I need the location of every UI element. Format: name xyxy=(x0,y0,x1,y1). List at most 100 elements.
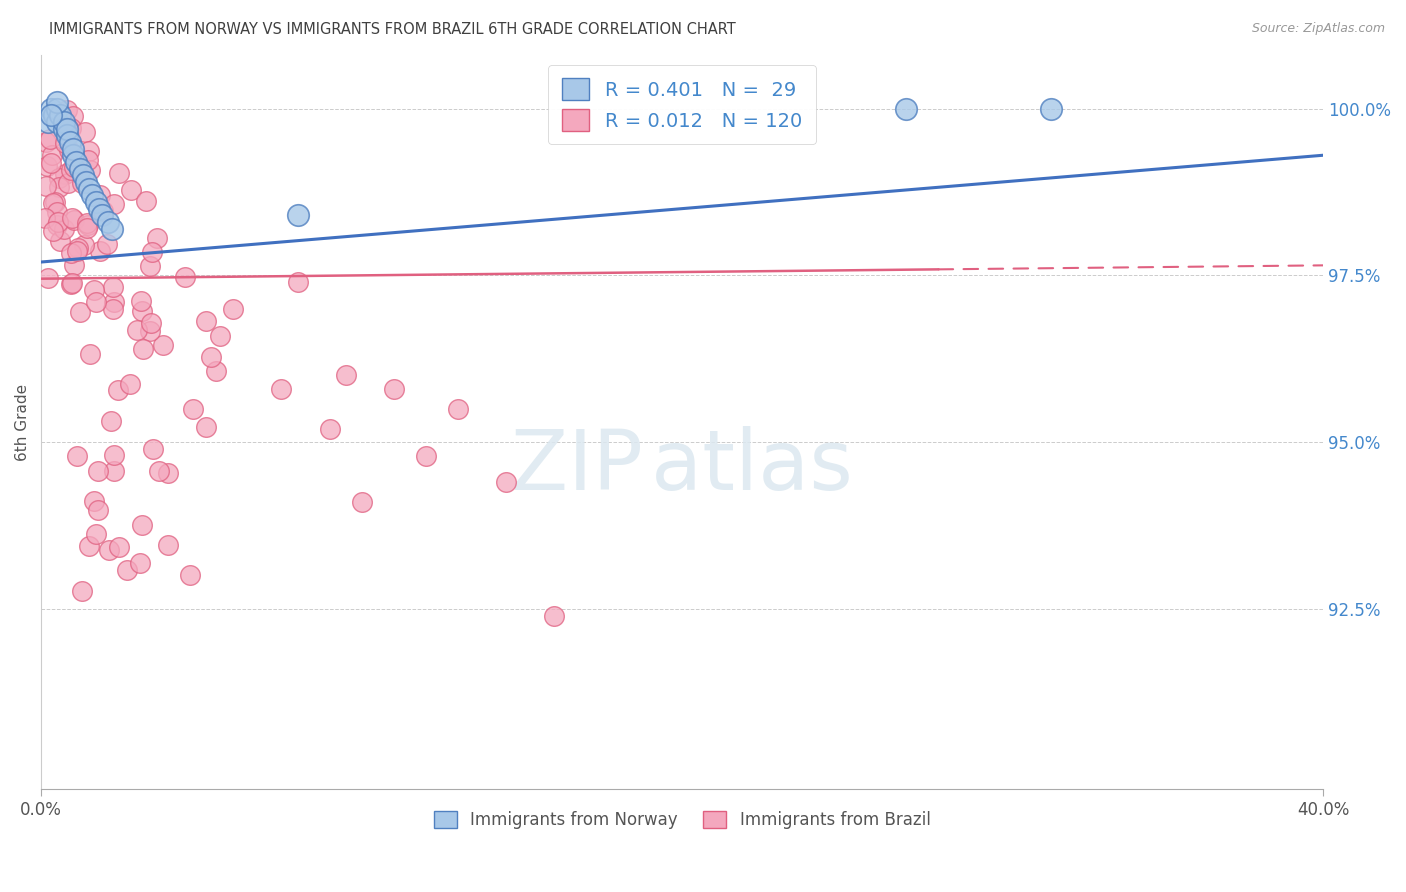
Point xyxy=(77,218,100,232)
Point xyxy=(39,132,62,146)
Point xyxy=(152,337,174,351)
Point xyxy=(101,302,124,317)
Point xyxy=(89,188,111,202)
Point xyxy=(103,197,125,211)
Point xyxy=(287,275,309,289)
Point xyxy=(35,135,58,149)
Point xyxy=(72,584,94,599)
Point xyxy=(1039,102,1062,116)
Point xyxy=(62,110,84,124)
Point xyxy=(37,270,59,285)
Point xyxy=(896,102,918,116)
Point xyxy=(97,215,120,229)
Point xyxy=(382,382,405,396)
Point xyxy=(41,148,63,162)
Point xyxy=(132,342,155,356)
Point xyxy=(87,202,110,216)
Point xyxy=(543,608,565,623)
Point xyxy=(60,277,83,292)
Point xyxy=(46,218,69,232)
Point xyxy=(53,136,76,150)
Legend: Immigrants from Norway, Immigrants from Brazil: Immigrants from Norway, Immigrants from … xyxy=(427,805,938,836)
Point xyxy=(58,143,80,157)
Point xyxy=(72,168,94,182)
Point xyxy=(35,159,58,173)
Point xyxy=(146,231,169,245)
Point xyxy=(287,208,309,222)
Point xyxy=(100,221,122,235)
Point xyxy=(209,329,232,343)
Point xyxy=(103,295,125,310)
Point xyxy=(79,163,101,178)
Point xyxy=(42,108,65,122)
Point xyxy=(103,448,125,462)
Point xyxy=(55,121,77,136)
Point xyxy=(157,467,180,481)
Point xyxy=(59,120,82,135)
Text: Source: ZipAtlas.com: Source: ZipAtlas.com xyxy=(1251,22,1385,36)
Point xyxy=(69,305,91,319)
Point xyxy=(87,464,110,478)
Point xyxy=(39,102,62,116)
Point xyxy=(76,220,98,235)
Point xyxy=(131,303,153,318)
Point xyxy=(148,464,170,478)
Point xyxy=(46,95,69,109)
Point xyxy=(46,102,69,116)
Point xyxy=(318,422,340,436)
Point xyxy=(60,276,83,290)
Point xyxy=(39,156,62,170)
Point xyxy=(69,161,91,176)
Point xyxy=(131,293,153,308)
Point xyxy=(108,541,131,555)
Point xyxy=(56,103,79,117)
Point xyxy=(103,464,125,478)
Point xyxy=(84,295,107,310)
Point xyxy=(70,176,93,190)
Point xyxy=(141,316,163,330)
Point xyxy=(75,175,97,189)
Point xyxy=(48,180,70,194)
Point xyxy=(83,283,105,297)
Point xyxy=(131,518,153,533)
Point xyxy=(97,542,120,557)
Point xyxy=(103,280,125,294)
Y-axis label: 6th Grade: 6th Grade xyxy=(15,384,30,461)
Point xyxy=(129,556,152,570)
Point xyxy=(100,414,122,428)
Point xyxy=(415,449,437,463)
Point xyxy=(63,160,86,174)
Point xyxy=(53,167,76,181)
Point xyxy=(108,166,131,180)
Point xyxy=(87,502,110,516)
Point xyxy=(62,142,84,156)
Point xyxy=(44,195,66,210)
Point xyxy=(55,128,77,143)
Point xyxy=(350,495,373,509)
Point xyxy=(56,121,79,136)
Point xyxy=(139,259,162,273)
Point xyxy=(83,493,105,508)
Point xyxy=(73,237,96,252)
Point xyxy=(200,351,222,365)
Point xyxy=(76,153,98,167)
Point xyxy=(91,208,114,222)
Point xyxy=(66,244,89,258)
Point xyxy=(75,125,97,139)
Text: IMMIGRANTS FROM NORWAY VS IMMIGRANTS FROM BRAZIL 6TH GRADE CORRELATION CHART: IMMIGRANTS FROM NORWAY VS IMMIGRANTS FRO… xyxy=(49,22,735,37)
Point xyxy=(77,145,100,159)
Point xyxy=(34,211,56,225)
Point xyxy=(49,108,72,122)
Point xyxy=(270,382,292,396)
Point xyxy=(60,245,83,260)
Point xyxy=(89,244,111,258)
Point xyxy=(141,245,163,260)
Point xyxy=(46,115,69,129)
Point xyxy=(120,183,142,197)
Point xyxy=(62,258,84,272)
Point xyxy=(447,401,470,416)
Point xyxy=(84,194,107,209)
Point xyxy=(66,241,89,255)
Point xyxy=(139,324,162,338)
Point xyxy=(91,204,114,219)
